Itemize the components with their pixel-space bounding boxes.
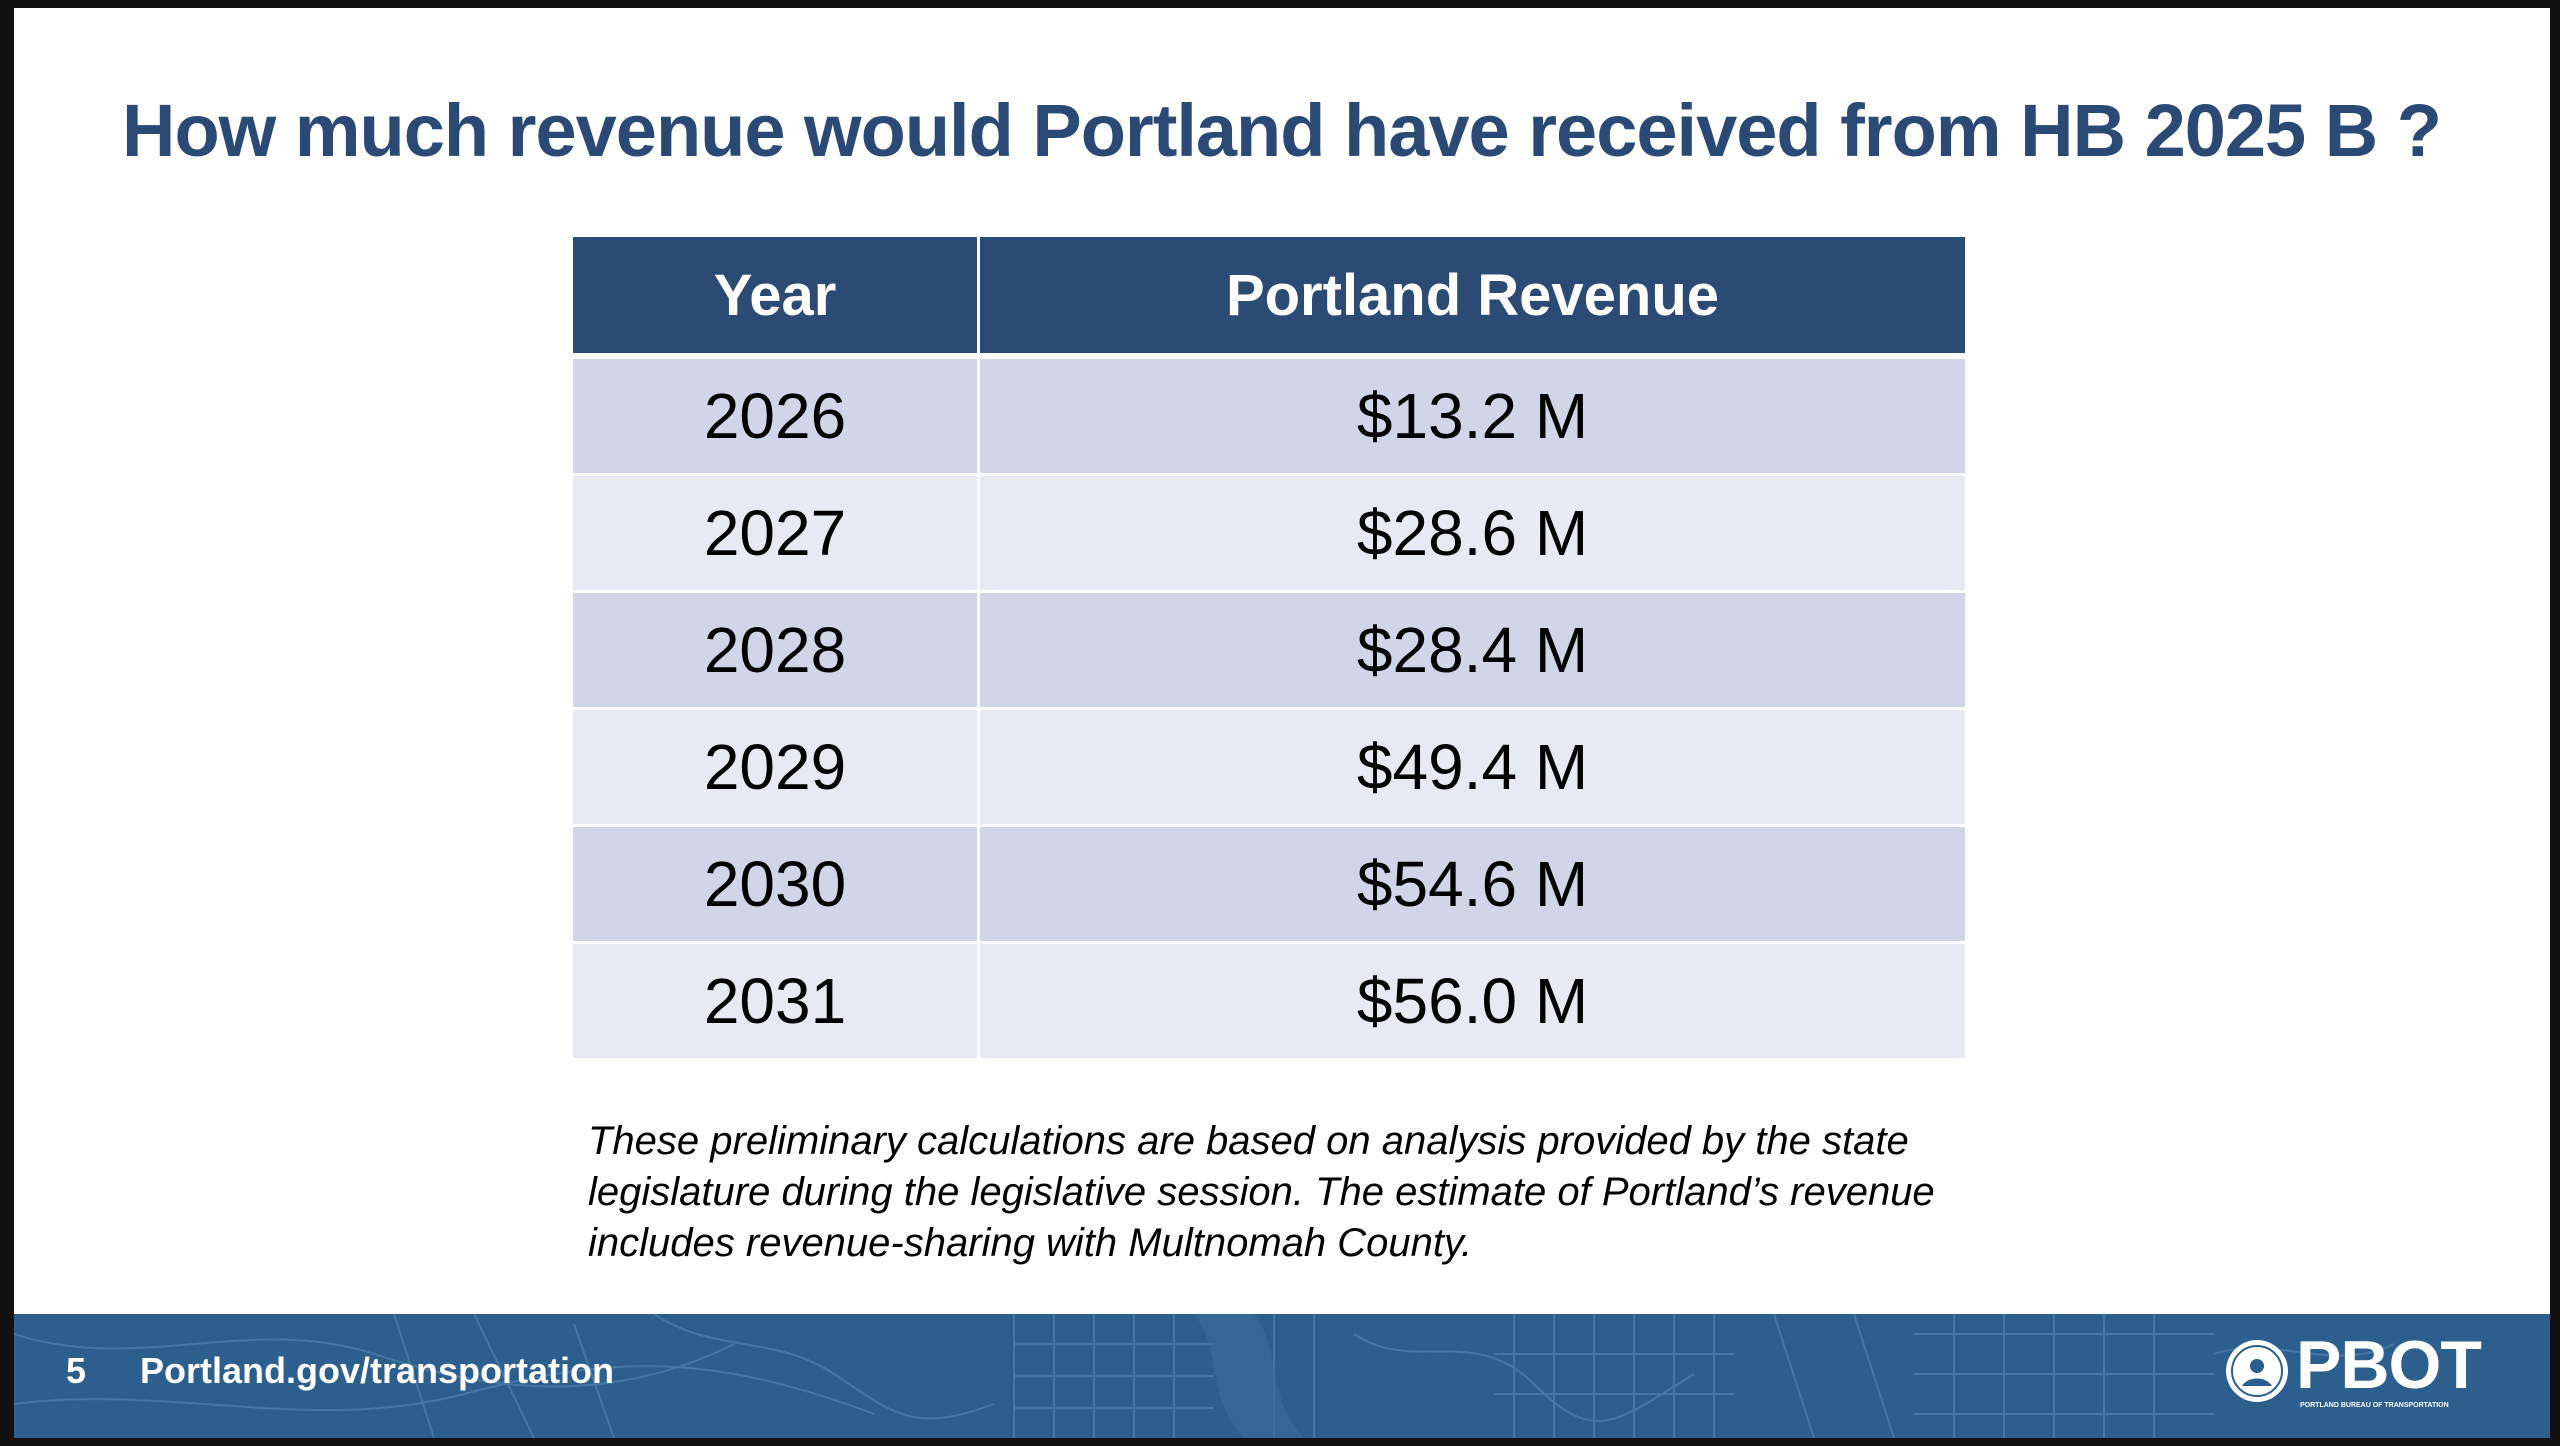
table-row: 2030 $54.6 M [570, 824, 1968, 944]
revenue-cell: $56.0 M [977, 941, 1968, 1061]
year-cell: 2027 [570, 473, 980, 593]
revenue-cell: $49.4 M [977, 707, 1968, 827]
table-row: 2027 $28.6 M [570, 473, 1968, 593]
footer-bar: 5 Portland.gov/transportation PBOT PORTL… [14, 1314, 2550, 1438]
year-cell: 2029 [570, 707, 980, 827]
revenue-cell: $28.4 M [977, 590, 1968, 710]
website-url[interactable]: Portland.gov/transportation [140, 1350, 615, 1391]
slide: How much revenue would Portland have rec… [14, 8, 2550, 1438]
header-year: Year [570, 234, 980, 359]
year-cell: 2028 [570, 590, 980, 710]
page-number: 5 [66, 1350, 87, 1391]
revenue-cell: $54.6 M [977, 824, 1968, 944]
revenue-cell: $13.2 M [977, 354, 1968, 476]
pbot-subtext: PORTLAND BUREAU OF TRANSPORTATION [2300, 1402, 2449, 1409]
table-row: 2031 $56.0 M [570, 941, 1968, 1061]
year-cell: 2026 [570, 354, 980, 476]
pbot-wordmark: PBOT [2296, 1327, 2482, 1403]
table-row: 2028 $28.4 M [570, 590, 1968, 710]
city-seal-icon [2226, 1340, 2288, 1402]
table-row: 2029 $49.4 M [570, 707, 1968, 827]
header-portland-revenue: Portland Revenue [977, 234, 1968, 359]
slide-title: How much revenue would Portland have rec… [122, 89, 2442, 172]
table-row: 2026 $13.2 M [570, 354, 1968, 476]
year-cell: 2030 [570, 824, 980, 944]
revenue-cell: $28.6 M [977, 473, 1968, 593]
year-cell: 2031 [570, 941, 980, 1061]
footnote: These preliminary calculations are based… [588, 1119, 1935, 1265]
table-header-row: Year Portland Revenue [570, 234, 1968, 359]
pbot-logo: PBOT PORTLAND BUREAU OF TRANSPORTATION [2224, 1327, 2502, 1418]
revenue-table: Year Portland Revenue 2026 $13.2 M 2027 … [570, 234, 1968, 1061]
